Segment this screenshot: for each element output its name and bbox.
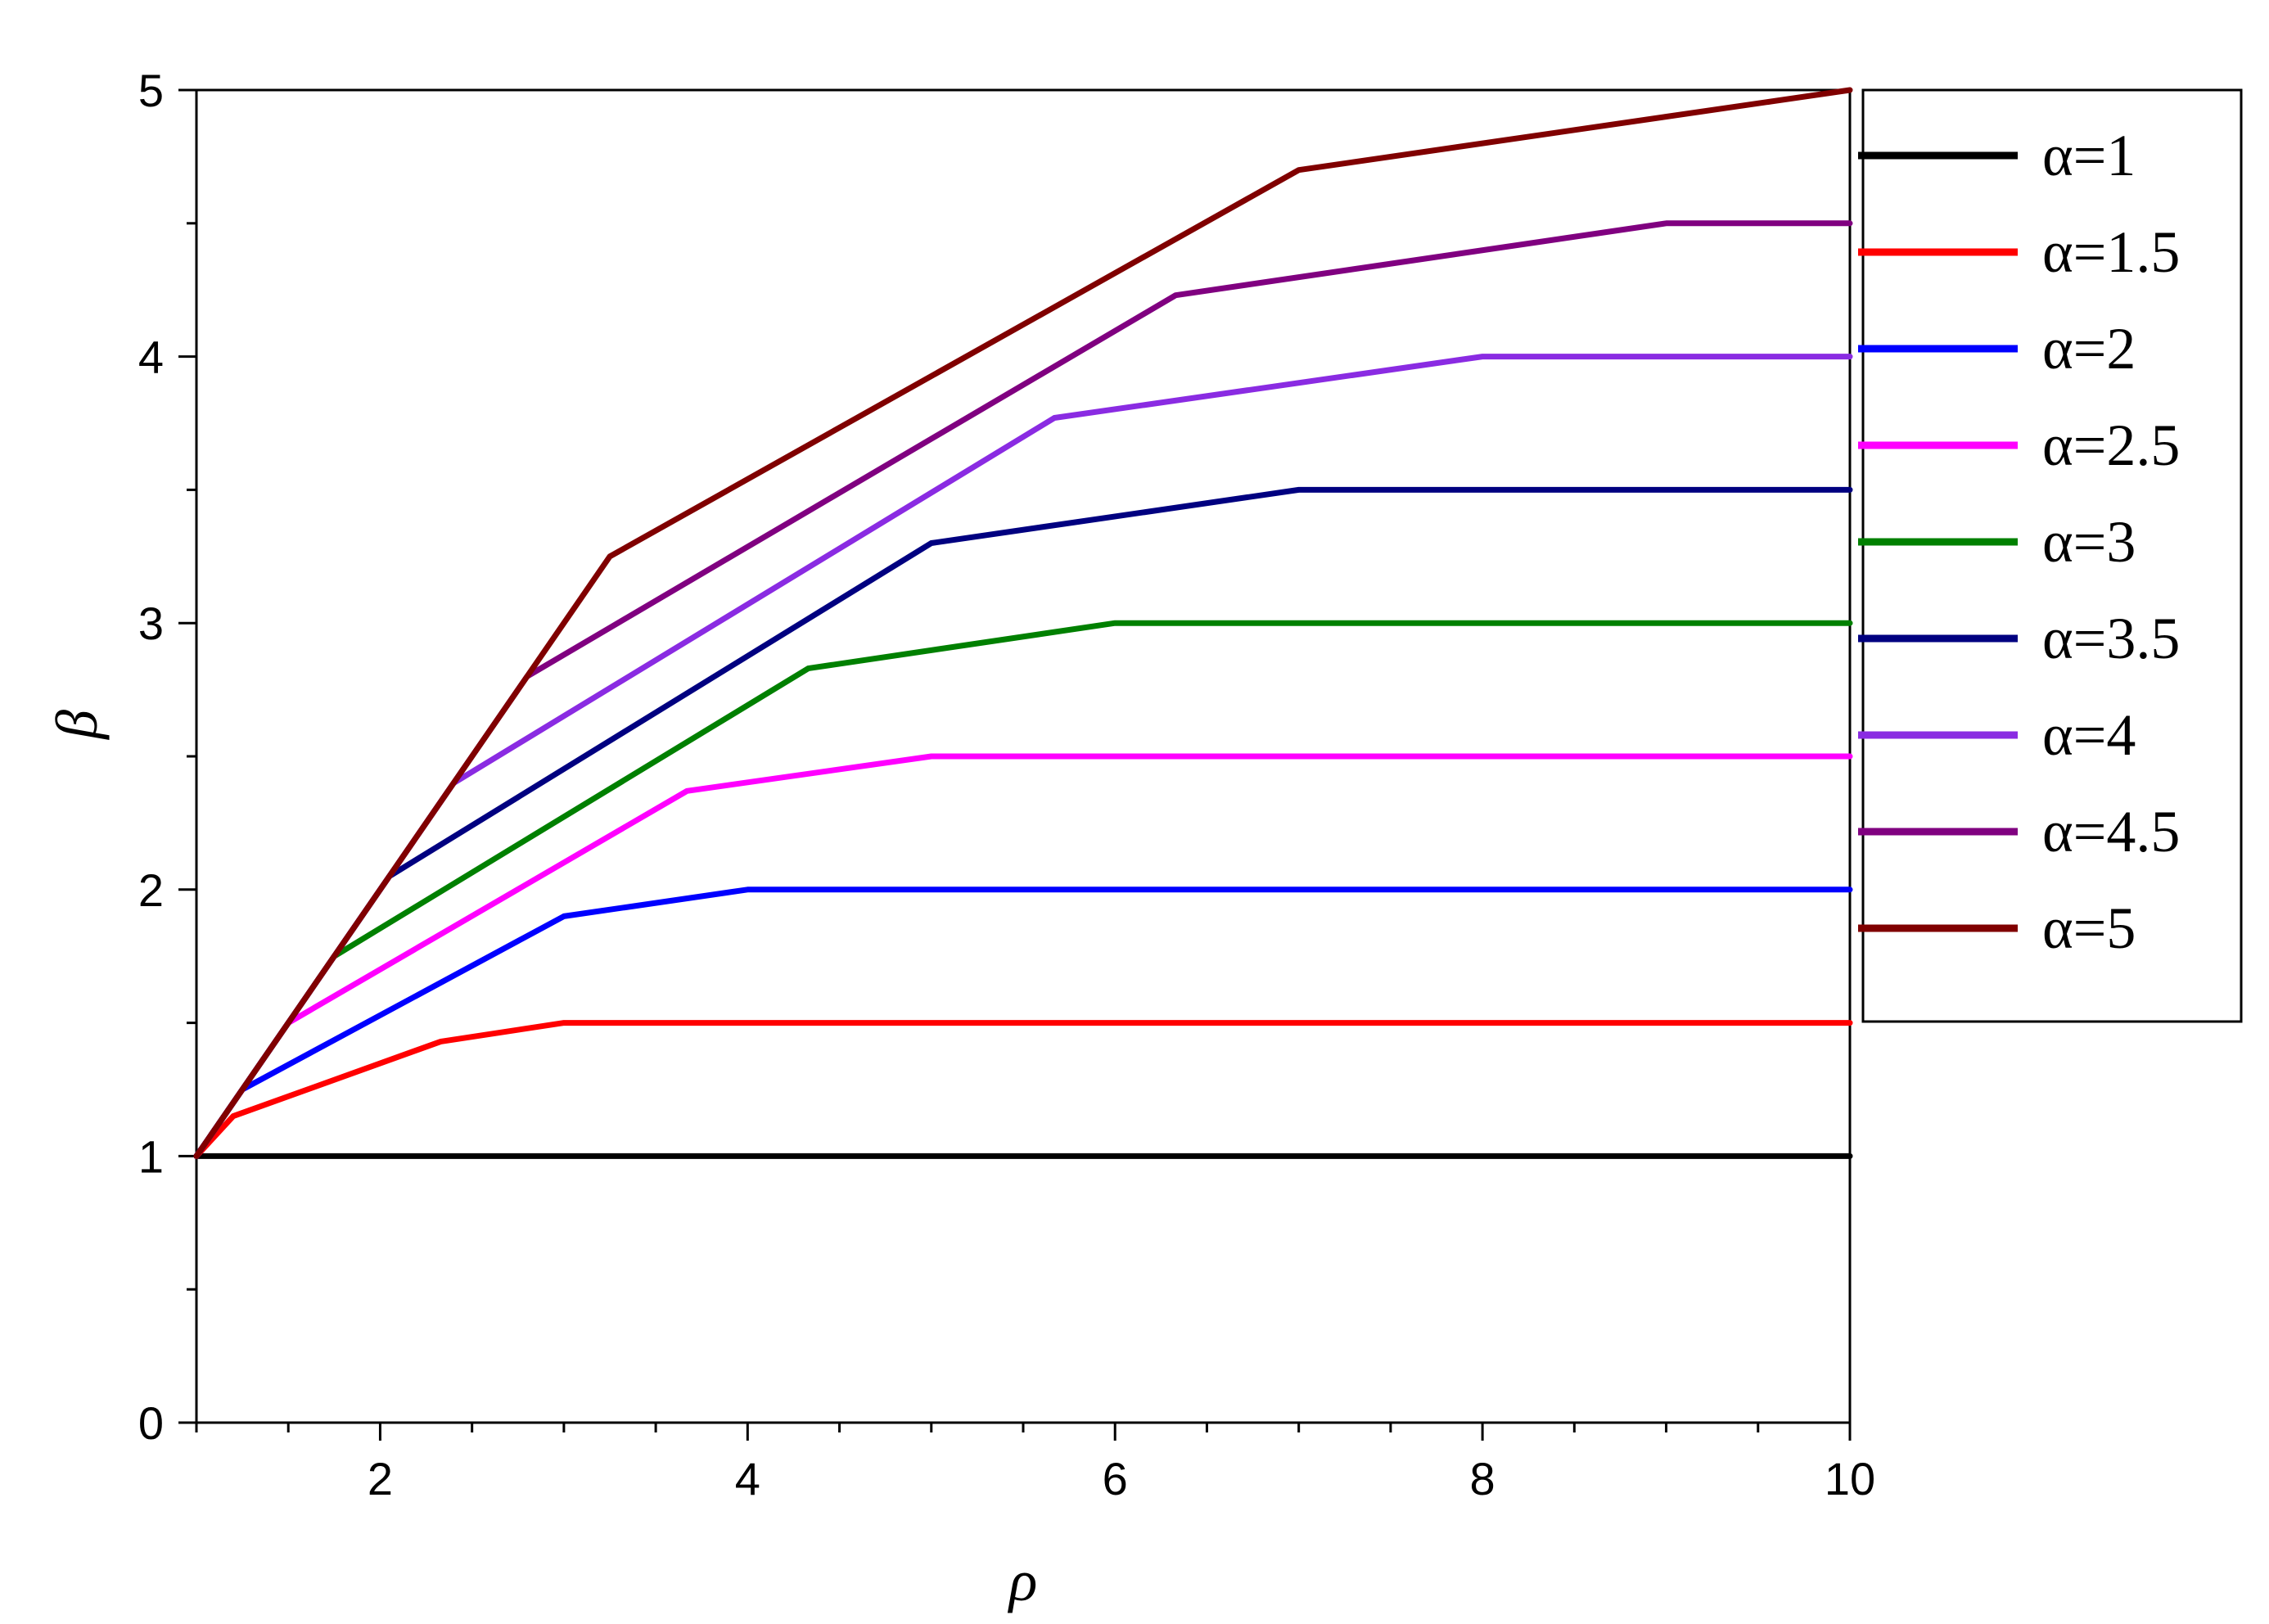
series-line [193, 87, 1853, 1159]
series-line [193, 220, 1853, 1159]
y-axis: 0 1 2 3 4 5 [138, 65, 196, 1449]
x-tick-label: 4 [735, 1453, 760, 1504]
x-tick-label: 10 [1825, 1453, 1875, 1504]
x-axis-title: ρ [1008, 1548, 1038, 1613]
y-tick-label: 3 [138, 598, 164, 649]
legend-label: α=1.5 [2042, 219, 2180, 285]
series-lines [193, 87, 1853, 1159]
y-tick-label: 0 [138, 1397, 164, 1449]
legend-label: α=3 [2042, 509, 2136, 575]
series-line [193, 753, 1853, 1159]
legend-label: α=4 [2042, 702, 2136, 768]
legend-label: α=3.5 [2042, 606, 2180, 671]
legend-label: α=1 [2042, 123, 2136, 188]
x-axis: 2 4 6 8 10 [195, 1423, 1875, 1504]
series-line [193, 486, 1853, 1159]
y-tick-label: 2 [138, 864, 164, 916]
y-tick-label: 4 [138, 332, 164, 383]
legend-label: α=2.5 [2042, 413, 2180, 478]
x-tick-label: 6 [1103, 1453, 1128, 1504]
legend-label: α=2 [2042, 316, 2136, 381]
y-axis-title: β [44, 710, 110, 741]
legend-label: α=5 [2042, 895, 2136, 961]
legend: α=1 α=1.5 α=2 α=2.5 α=3 α=3.5 α=4 α=4.5 α=5 [1858, 88, 2243, 1023]
series-line [193, 1020, 1853, 1159]
legend-box [1861, 88, 2243, 1023]
x-tick-label: 2 [368, 1453, 393, 1504]
legend-label: α=4.5 [2042, 799, 2180, 864]
y-tick-label: 5 [138, 65, 164, 116]
y-tick-label: 1 [138, 1130, 164, 1182]
x-tick-label: 8 [1470, 1453, 1495, 1504]
